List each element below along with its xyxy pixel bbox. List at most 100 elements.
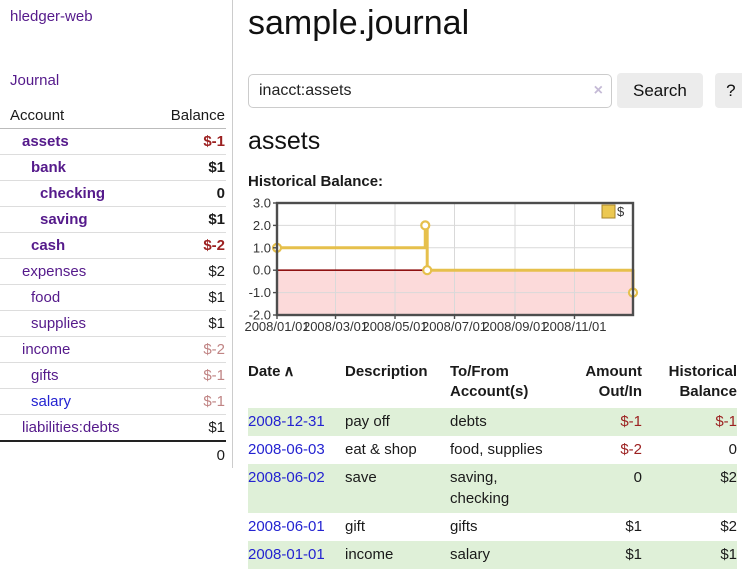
clear-search-icon[interactable]: × <box>593 81 603 99</box>
svg-text:2008/03/01: 2008/03/01 <box>303 319 368 334</box>
register-accounts-cell: gifts <box>450 518 478 535</box>
account-cell: saving <box>0 206 147 233</box>
svg-text:0.0: 0.0 <box>253 263 271 278</box>
register-row: 2008-06-02 save saving, checking 0 $2 <box>248 464 737 513</box>
app-title-link[interactable]: hledger-web <box>10 8 93 25</box>
page: hledger-web Journal Account Balance asse… <box>0 0 742 569</box>
sidebar-item-journal[interactable]: Journal <box>10 72 60 89</box>
register-description-cell: gift <box>345 518 366 535</box>
register-accounts-cell: saving, checking <box>450 469 510 507</box>
account-link[interactable]: liabilities:debts <box>22 419 120 436</box>
account-link[interactable]: gifts <box>31 367 59 384</box>
accounts-header-account: Account <box>0 104 147 129</box>
register-description-cell: income <box>345 546 394 563</box>
account-balance: $1 <box>146 206 226 233</box>
register-header-amount: Amount Out/In <box>585 363 642 400</box>
register-date-cell: 2008-12-31 <box>248 408 345 436</box>
svg-text:2008/01/01: 2008/01/01 <box>244 319 309 334</box>
account-row: food $1 <box>0 284 226 311</box>
register-description-cell: eat & shop <box>345 441 417 458</box>
accounts-body: assets $-1 bank $1 checking 0 savin <box>0 128 226 441</box>
account-row: liabilities:debts $1 <box>0 414 226 441</box>
account-cell: income <box>0 336 147 363</box>
account-link[interactable]: saving <box>40 211 88 228</box>
account-balance: $-1 <box>146 362 226 389</box>
sort-ascending-icon: ∧ <box>283 363 295 380</box>
account-balance: $1 <box>146 284 226 311</box>
account-row: salary $-1 <box>0 388 226 415</box>
account-cell: food <box>0 284 147 311</box>
sidebar-nav: Journal <box>0 72 232 89</box>
account-balance: $-1 <box>146 388 226 415</box>
transaction-date-link[interactable]: 2008-01-01 <box>248 546 325 563</box>
account-cell: expenses <box>0 258 147 285</box>
register-row: 2008-06-03 eat & shop food, supplies $-2… <box>248 436 737 464</box>
account-balance: 0 <box>146 180 226 207</box>
account-link[interactable]: supplies <box>31 315 87 332</box>
register-balance-cell: $2 <box>720 469 737 486</box>
accounts-table: Account Balance assets $-1 bank $1 <box>0 104 226 468</box>
register-date-cell: 2008-06-02 <box>248 464 345 513</box>
svg-text:2008/07/01: 2008/07/01 <box>422 319 487 334</box>
account-cell: assets <box>0 128 147 155</box>
account-balance: $1 <box>146 154 226 181</box>
account-link[interactable]: income <box>22 341 71 358</box>
transaction-date-link[interactable]: 2008-06-01 <box>248 518 325 535</box>
register-header-accounts: To/From Account(s) <box>450 363 529 400</box>
account-row: saving $1 <box>0 206 226 233</box>
account-cell: salary <box>0 388 147 415</box>
transaction-date-link[interactable]: 2008-06-03 <box>248 441 325 458</box>
account-link[interactable]: cash <box>31 237 66 254</box>
svg-text:1.0: 1.0 <box>253 240 271 255</box>
svg-text:2.0: 2.0 <box>253 218 271 233</box>
register-amount-cell: $1 <box>625 518 642 535</box>
search-help-button[interactable]: ? <box>714 73 742 108</box>
account-link[interactable]: expenses <box>22 263 87 280</box>
account-row: assets $-1 <box>0 128 226 155</box>
register-date-cell: 2008-06-03 <box>248 436 345 464</box>
register-balance-cell: $-1 <box>715 413 737 430</box>
svg-text:$: $ <box>617 204 625 219</box>
search-input[interactable] <box>248 73 612 108</box>
register-accounts-cell: debts <box>450 413 487 430</box>
account-row: gifts $-1 <box>0 362 226 389</box>
transaction-date-link[interactable]: 2008-06-02 <box>248 469 325 486</box>
accounts-header-balance: Balance <box>146 104 226 129</box>
account-cell: checking <box>0 180 147 207</box>
register-accounts-cell: food, supplies <box>450 441 543 458</box>
register-amount-cell: 0 <box>633 469 642 486</box>
account-row: cash $-2 <box>0 232 226 259</box>
account-balance: $-2 <box>146 336 226 363</box>
main-content: sample.journal × Search ? assets Histori… <box>233 0 742 569</box>
register-date-cell: 2008-01-01 <box>248 541 345 569</box>
account-link[interactable]: salary <box>31 393 72 410</box>
account-row: expenses $2 <box>0 258 226 285</box>
account-cell: gifts <box>0 362 147 389</box>
svg-text:-2.0: -2.0 <box>249 308 271 323</box>
register-row: 2008-01-01 income salary $1 $1 <box>248 541 737 569</box>
search-button[interactable]: Search <box>617 73 703 108</box>
account-link[interactable]: food <box>31 289 61 306</box>
account-row: supplies $1 <box>0 310 226 337</box>
account-cell: cash <box>0 232 147 259</box>
register-balance-cell: $2 <box>720 518 737 535</box>
register-header-description: Description <box>345 363 428 380</box>
account-cell: bank <box>0 154 147 181</box>
account-row: checking 0 <box>0 180 226 207</box>
accounts-total-label <box>0 440 147 468</box>
account-balance: $-1 <box>146 128 226 155</box>
account-balance: $2 <box>146 258 226 285</box>
register-body: 2008-12-31 pay off debts $-1 $-1 2008-06… <box>248 408 737 569</box>
account-link[interactable]: bank <box>31 159 67 176</box>
register-amount-cell: $-2 <box>620 441 642 458</box>
page-title: sample.journal <box>248 4 470 42</box>
register-row: 2008-06-01 gift gifts $1 $2 <box>248 513 737 541</box>
account-link[interactable]: assets <box>22 133 69 150</box>
account-balance: $1 <box>146 310 226 337</box>
account-cell: supplies <box>0 310 147 337</box>
account-link[interactable]: checking <box>40 185 106 202</box>
transaction-date-link[interactable]: 2008-12-31 <box>248 413 325 430</box>
account-balance: $1 <box>146 414 226 441</box>
register-description-cell: pay off <box>345 413 390 430</box>
register-header-date[interactable]: Date ∧ <box>248 363 295 380</box>
